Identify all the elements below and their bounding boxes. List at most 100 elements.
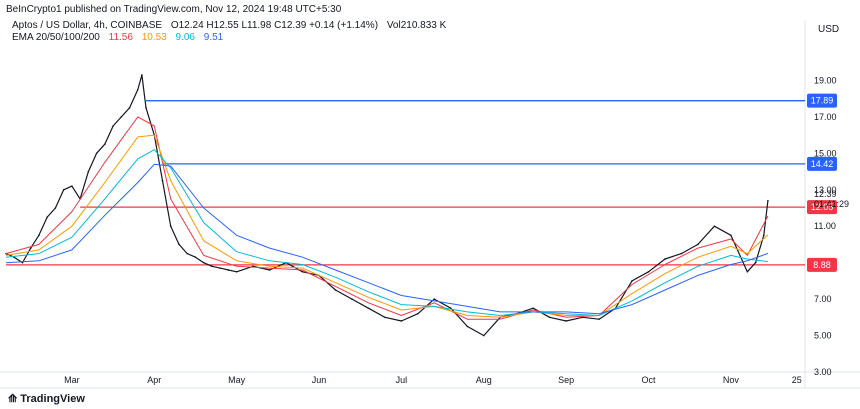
price-point (38, 234, 40, 237)
price-point (62, 188, 65, 191)
price-point (87, 170, 90, 173)
price-point (334, 289, 337, 291)
price-point (161, 179, 164, 182)
y-tick-label: 17.00 (814, 112, 837, 122)
ema20-value: 11.56 (108, 32, 133, 43)
price-point (532, 307, 534, 310)
y-tick-label: 5.00 (814, 331, 832, 341)
symbol-title: Aptos / US Dollar, 4h, COINBASE (12, 20, 163, 31)
price-point (565, 320, 567, 322)
price-point (301, 270, 304, 273)
price-point (581, 316, 584, 319)
x-tick-label: Nov (723, 375, 740, 385)
price-point (112, 125, 114, 127)
price-point (202, 261, 205, 264)
level-tag (807, 257, 837, 272)
level-tag-label: 8.88 (813, 260, 831, 270)
level-tag (807, 156, 837, 171)
price-point (351, 298, 353, 300)
last-price-label: 12.39 (814, 189, 837, 199)
price-point (400, 320, 403, 322)
y-tick-label: 13.00 (814, 185, 837, 195)
price-point (29, 247, 32, 249)
price-point (54, 207, 57, 209)
price-point (713, 225, 716, 228)
price-point (647, 270, 650, 273)
x-tick-label: May (228, 375, 246, 385)
price-point (730, 234, 732, 237)
price-point (95, 152, 98, 155)
price-point (120, 116, 123, 118)
price-point (417, 312, 419, 315)
price-point (466, 325, 469, 328)
y-tick-label: 15.00 (814, 148, 837, 158)
x-tick-label: Mar (64, 375, 80, 385)
price-point (763, 234, 765, 237)
ema100-value: 9.06 (175, 32, 195, 43)
price-point (46, 216, 48, 218)
price-point (71, 185, 73, 187)
x-tick-label: Aug (476, 375, 492, 385)
x-tick-label: Jul (396, 375, 408, 385)
level-tag-label: 17.89 (811, 96, 834, 106)
price-point (104, 143, 106, 146)
price-point (367, 307, 370, 310)
price-point (680, 252, 683, 255)
ohlc-values: O12.24 H12.55 L11.98 C12.39 +0.14 (+1.14… (170, 20, 379, 31)
price-point (227, 269, 230, 271)
price-point (194, 256, 197, 259)
price-point (145, 106, 147, 109)
price-point (754, 261, 757, 264)
currency-label: USD (818, 24, 840, 35)
level-tag (807, 200, 837, 215)
ema50-value: 10.53 (141, 32, 167, 43)
countdown-label: 01:41:29 (814, 199, 849, 209)
price-point (697, 243, 699, 246)
volume-value: Vol210.833 K (386, 20, 447, 31)
price-point (178, 243, 180, 246)
tradingview-logo-icon: ⟰ (8, 393, 18, 405)
series-price (5, 74, 769, 337)
series-ema100 (5, 149, 768, 316)
ema-legend-label: EMA 20/50/100/200 (12, 32, 100, 43)
price-point (268, 269, 271, 271)
series-ema50 (5, 134, 769, 318)
price-point (211, 265, 213, 268)
price-point (219, 267, 221, 269)
level-tag (807, 93, 837, 108)
x-tick-label: Jun (312, 375, 327, 385)
price-point (664, 258, 666, 260)
price-point (548, 316, 551, 319)
ema200-value: 9.51 (203, 32, 224, 43)
symbol-legend: Aptos / US Dollar, 4h, COINBASE O12.24 H… (12, 20, 452, 31)
price-point (128, 106, 131, 109)
level-tag-label: 12.05 (811, 202, 834, 212)
price-point (186, 252, 189, 255)
price-point (482, 334, 485, 337)
price-point (433, 298, 436, 300)
price-point (141, 74, 143, 76)
price-point (136, 88, 139, 91)
price-point (631, 280, 633, 282)
level-tag-label: 14.42 (811, 159, 834, 169)
price-point (169, 225, 172, 228)
price-point (598, 318, 600, 320)
price-point (767, 199, 769, 202)
price-point (235, 270, 238, 273)
y-tick-label: 11.00 (814, 221, 836, 231)
tradingview-logo-text: TradingView (20, 393, 85, 405)
x-tick-label: Sep (558, 375, 574, 385)
ema-legend: EMA 20/50/100/200 11.56 10.53 9.06 9.51 (12, 32, 229, 43)
price-point (384, 316, 386, 319)
x-tick-label: 25 (792, 375, 802, 385)
price-point (746, 270, 749, 273)
tradingview-logo: ⟰ TradingView (8, 392, 85, 405)
y-tick-label: 19.00 (814, 75, 837, 85)
y-tick-label: 7.00 (814, 294, 832, 304)
x-tick-label: Apr (147, 375, 161, 385)
y-tick-label: 3.00 (814, 367, 832, 377)
series-ema20 (5, 116, 769, 320)
publisher-line: BeInCrypto1 published on TradingView.com… (6, 4, 342, 15)
x-tick-label: Oct (641, 375, 656, 385)
